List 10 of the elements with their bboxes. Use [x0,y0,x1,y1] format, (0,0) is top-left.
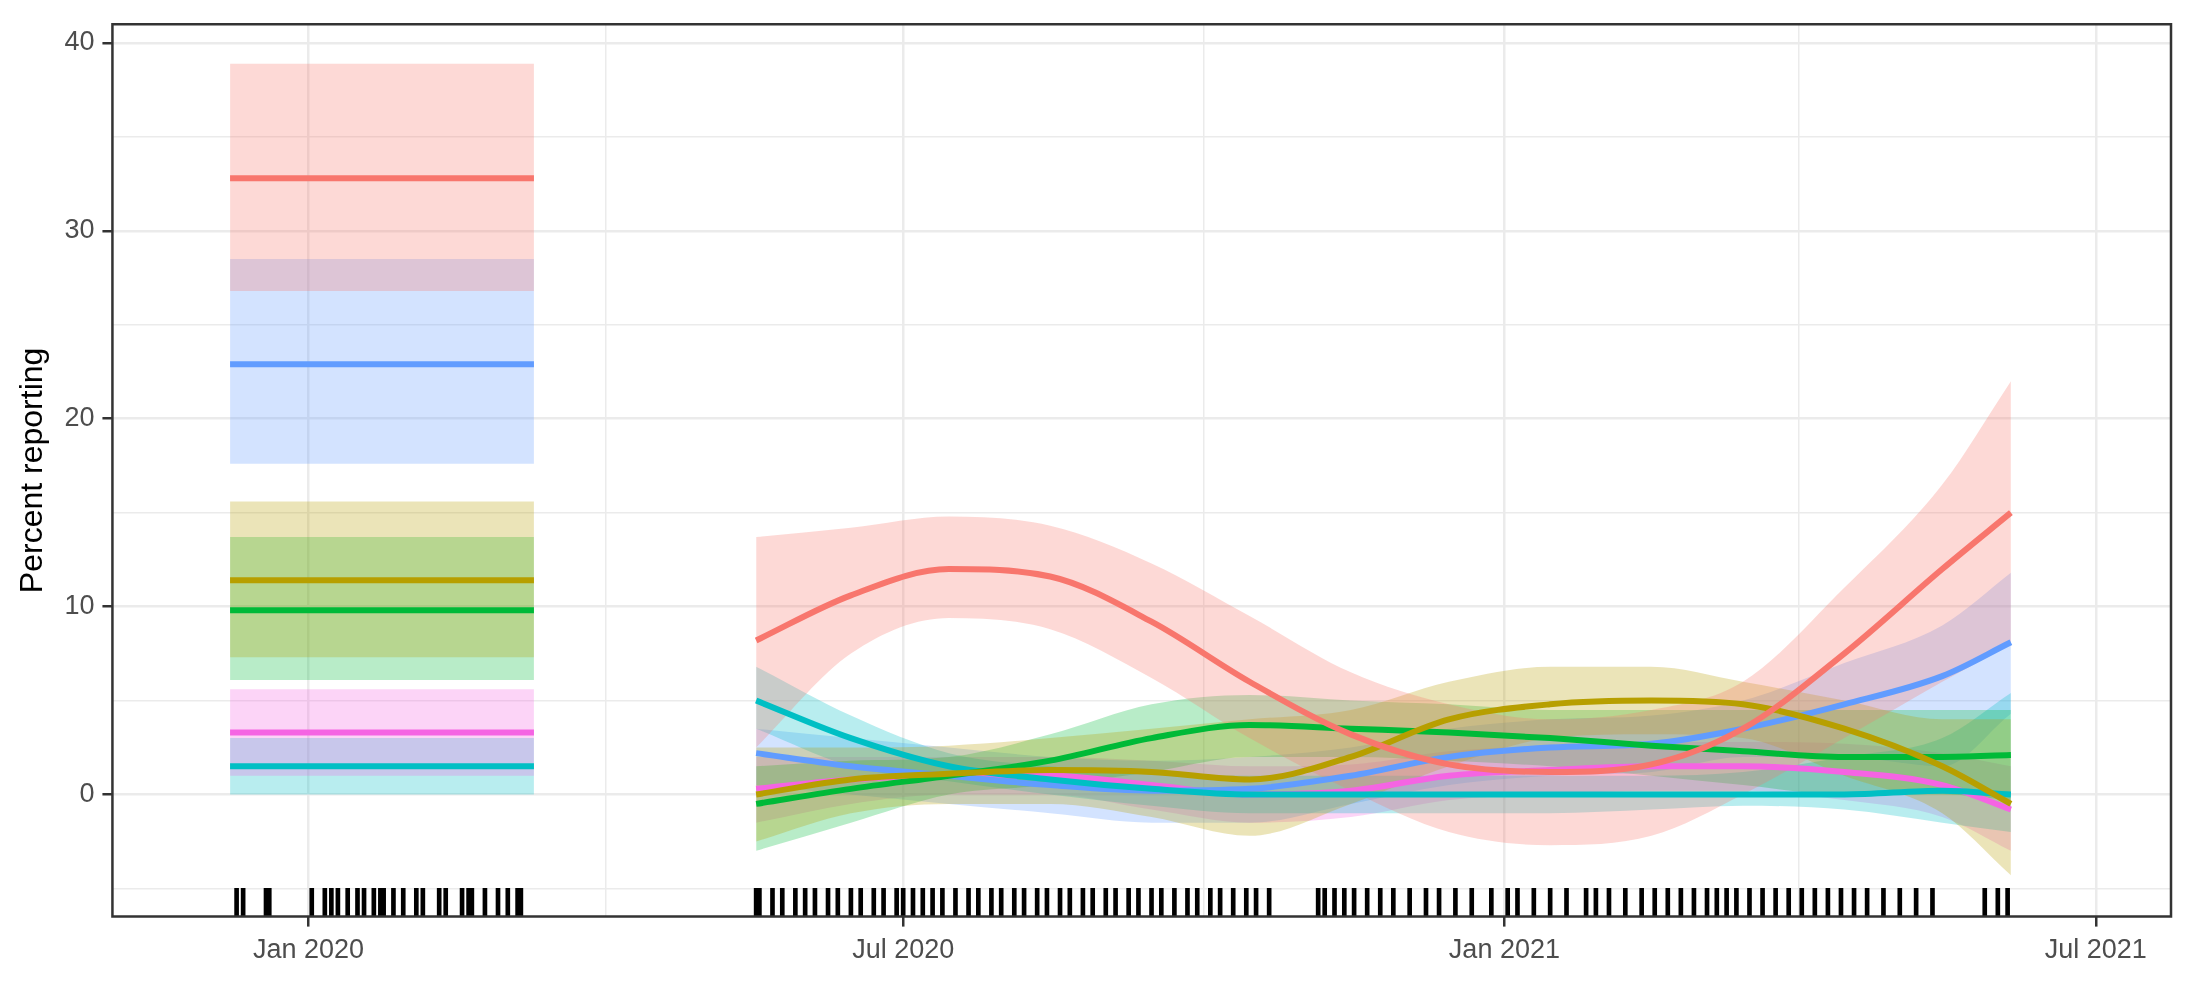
y-tick-label: 20 [64,402,95,433]
x-tick-label: Jan 2021 [1448,934,1560,965]
x-tick-label: Jul 2020 [852,934,955,965]
y-tick-label: 30 [64,214,95,245]
y-tick-label: 40 [64,26,95,57]
y-tick-label: 0 [79,777,95,808]
y-axis-title: Percent reporting [13,347,50,594]
x-tick-label: Jul 2021 [2044,934,2147,965]
x-tick-label: Jan 2020 [252,934,365,965]
y-tick-label: 10 [64,590,95,621]
